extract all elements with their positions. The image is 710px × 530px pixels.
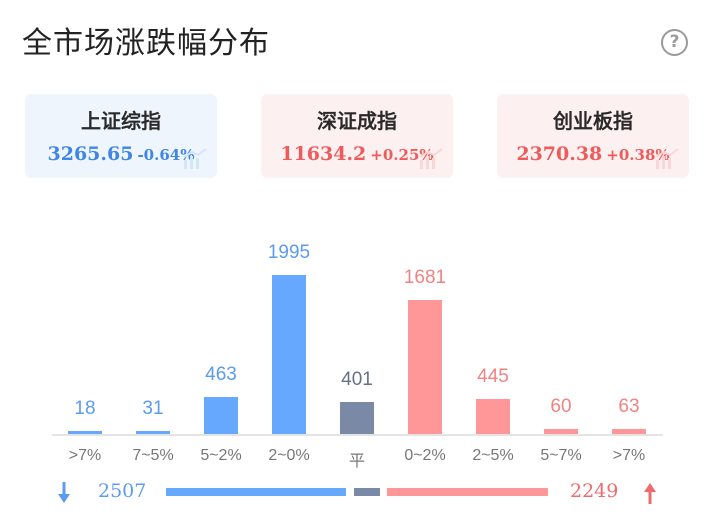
index-change: -0.64% <box>137 146 195 164</box>
index-value: 2370.38 <box>516 143 603 165</box>
bar-up[interactable] <box>408 300 442 434</box>
x-tick-label: 0~2% <box>404 447 446 464</box>
bar-flat[interactable] <box>340 402 374 434</box>
bar-value-label: 1681 <box>403 267 447 289</box>
trend-chart-icon <box>183 148 207 169</box>
x-tick-label: >7% <box>612 447 646 464</box>
help-icon[interactable]: ? <box>661 29 688 56</box>
x-tick-label: 平 <box>348 453 365 470</box>
index-value: 11634.2 <box>280 143 367 165</box>
flat-ratio-bar <box>354 488 380 496</box>
down-ratio-bar <box>166 488 346 496</box>
bar-value-label: 401 <box>341 369 373 391</box>
index-card-shenzhen[interactable]: 深证成指 11634.2 +0.25% <box>261 94 453 178</box>
x-tick-label: 2~5% <box>472 447 514 464</box>
bar-value-label: 31 <box>142 398 164 419</box>
down-count: 2507 <box>98 480 147 502</box>
bar-value-label: 463 <box>205 364 237 386</box>
bar-up[interactable] <box>612 428 646 434</box>
bar-down[interactable] <box>204 397 238 434</box>
bar-up[interactable] <box>544 429 578 434</box>
up-ratio-bar <box>387 488 548 496</box>
bar-down[interactable] <box>68 431 102 434</box>
bar-up[interactable] <box>476 398 510 434</box>
index-card-chinext[interactable]: 创业板指 2370.38 +0.38% <box>497 94 689 178</box>
trend-chart-icon <box>419 148 443 169</box>
bar-value-label: 445 <box>477 365 509 387</box>
bar-value-label: 18 <box>74 398 96 419</box>
index-name: 创业板指 <box>553 109 633 133</box>
index-card-shanghai[interactable]: 上证综指 3265.65 -0.64% <box>25 94 217 178</box>
bar-down[interactable] <box>136 431 170 434</box>
up-count: 2249 <box>570 480 619 502</box>
bar-value-label: 60 <box>550 396 572 418</box>
index-change: +0.38% <box>606 146 670 164</box>
index-value: 3265.65 <box>47 143 134 165</box>
page-title: 全市场涨跌幅分布 <box>22 26 270 61</box>
trend-chart-icon <box>655 148 679 169</box>
x-tick-label: 2~0% <box>268 447 310 464</box>
arrow-down-icon <box>58 482 70 503</box>
x-axis-line <box>52 434 663 436</box>
bar-value-label: 63 <box>618 395 640 417</box>
arrow-up-icon <box>644 483 656 504</box>
x-tick-label: 7~5% <box>132 447 174 464</box>
index-name: 深证成指 <box>317 109 397 133</box>
bar-down[interactable] <box>272 275 306 434</box>
index-change: +0.25% <box>370 146 434 164</box>
x-tick-label: 5~2% <box>200 447 242 464</box>
index-name: 上证综指 <box>81 109 161 133</box>
x-tick-label: 5~7% <box>540 447 582 464</box>
bar-value-label: 1995 <box>267 242 311 263</box>
x-tick-label: >7% <box>68 447 102 464</box>
